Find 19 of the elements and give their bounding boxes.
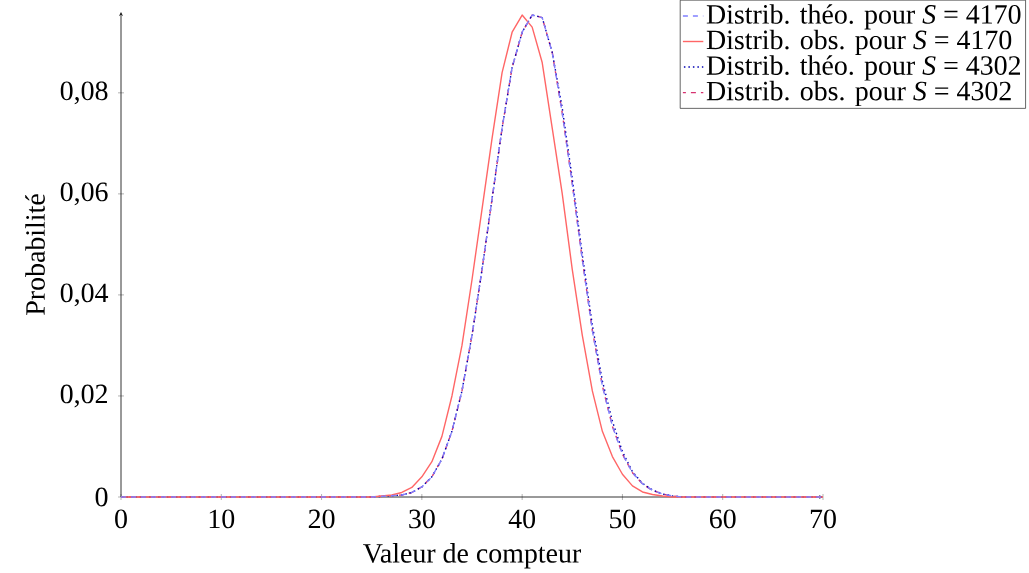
y-axis-title: Probabilité	[25, 194, 45, 315]
x-tick-label: 60	[709, 509, 736, 529]
x-tick-label: 30	[409, 509, 435, 529]
y-tick-label: 0,06	[60, 182, 108, 206]
legend-label: Distrib. obs. pour S = 4302	[706, 80, 1011, 107]
x-tick-label: 20	[308, 509, 335, 529]
y-tick-label: 0,02	[60, 384, 107, 408]
legend-label: Distrib. théo. pour S = 4170	[706, 4, 1021, 30]
x-tick-label: 0	[115, 509, 127, 529]
legend-label: Distrib. théo. pour S = 4302	[706, 55, 1021, 81]
y-tick-label: 0	[95, 487, 108, 507]
legend-label: Distrib. obs. pour S = 4170	[706, 29, 1012, 56]
y-tick-label: 0,08	[60, 81, 108, 105]
y-tick-label: 0,04	[60, 283, 109, 307]
x-tick-label: 70	[810, 509, 836, 529]
x-tick-label: 50	[610, 509, 636, 529]
x-tick-label: 40	[508, 509, 536, 529]
x-axis-title: Valeur de compteur	[363, 543, 581, 569]
x-tick-label: 10	[209, 509, 235, 529]
